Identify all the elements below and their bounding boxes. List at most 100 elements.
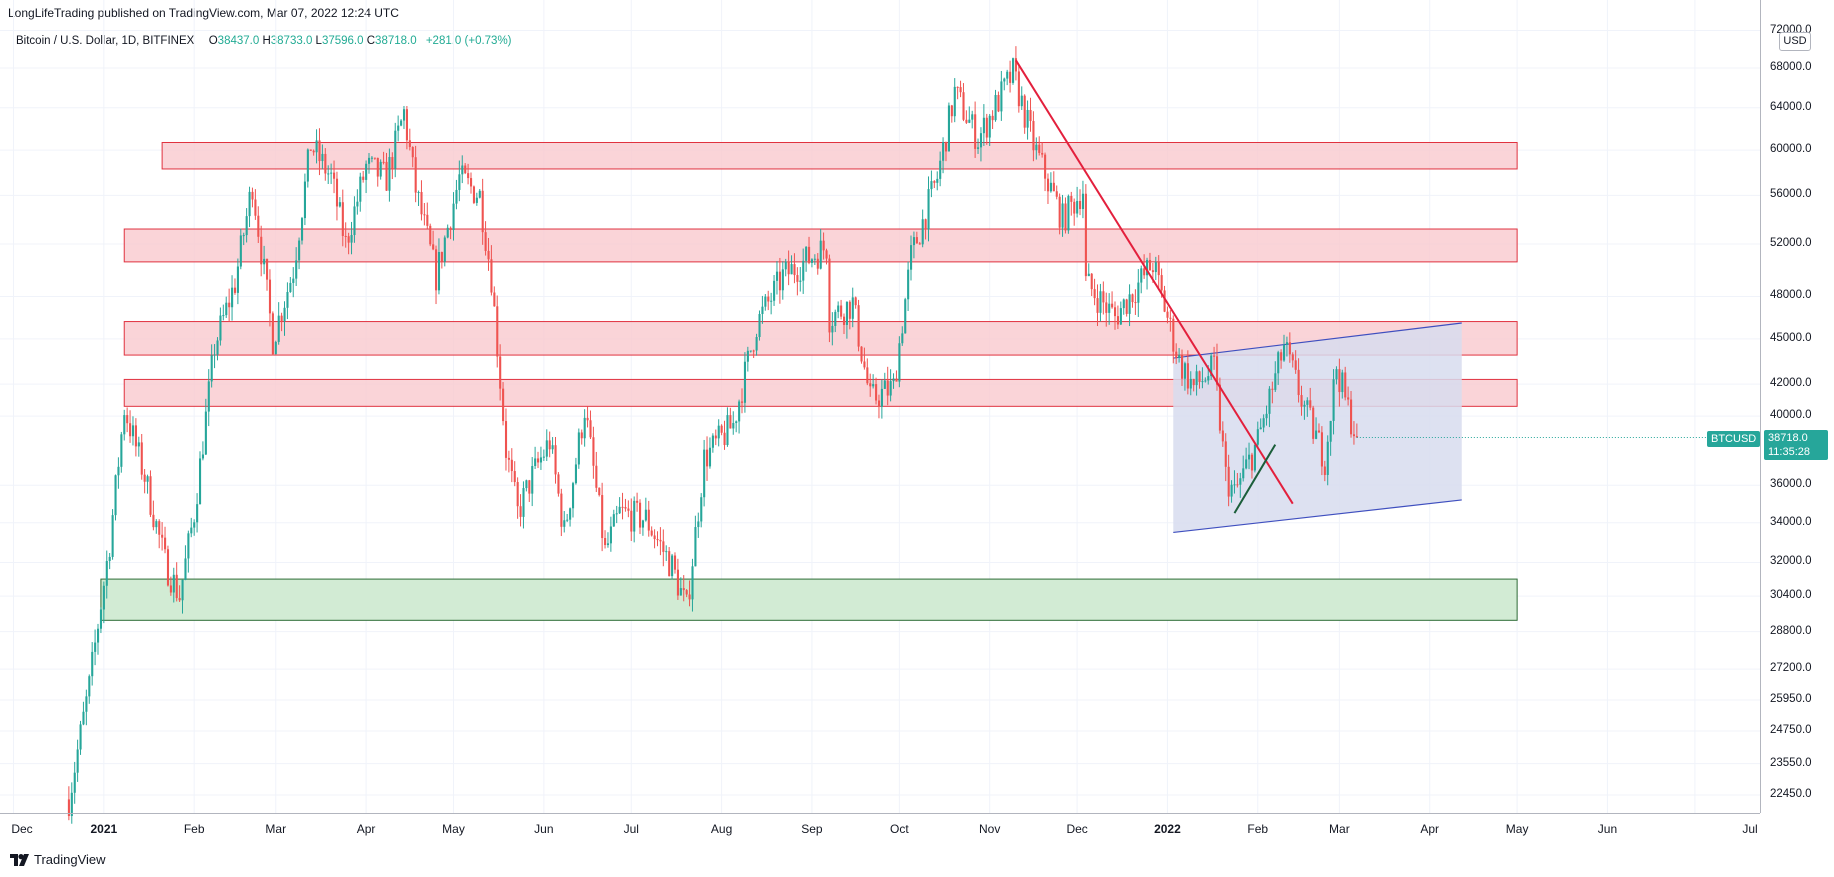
time-tick-label: 2021 — [90, 822, 118, 836]
candle — [755, 333, 758, 356]
candle — [1309, 387, 1312, 411]
candle — [985, 113, 988, 145]
candle — [1108, 293, 1111, 325]
candle — [1061, 194, 1064, 237]
close-label: C — [366, 35, 376, 47]
time-axis[interactable] — [0, 813, 1760, 814]
candle-body — [99, 609, 103, 629]
candle — [330, 163, 333, 185]
candle-body — [216, 340, 219, 355]
price-axis[interactable] — [1760, 0, 1761, 813]
candle-body — [1355, 436, 1358, 438]
candle-body — [834, 311, 837, 326]
candle-body — [528, 480, 531, 494]
candle-body — [248, 191, 251, 217]
candle-body — [982, 117, 985, 134]
candle-body — [1312, 407, 1315, 439]
candle-body — [808, 246, 811, 263]
candle — [1116, 305, 1120, 330]
candle — [988, 114, 991, 147]
candle-body — [927, 189, 930, 230]
candle-body — [368, 157, 371, 164]
candle — [111, 509, 114, 560]
candle — [738, 399, 741, 434]
candle — [169, 576, 172, 596]
candle-body — [158, 521, 161, 535]
candle — [245, 208, 248, 243]
candle-body — [1049, 182, 1052, 192]
candle — [598, 487, 601, 497]
candle — [519, 494, 522, 527]
candle-body — [942, 142, 945, 161]
candle — [796, 267, 799, 296]
candle — [869, 373, 872, 397]
candle-body — [417, 192, 420, 194]
channel-upper-line — [1173, 322, 1462, 359]
close-value: 38718.0 — [375, 35, 417, 47]
candle-body — [1087, 273, 1090, 277]
price-tick-label: 23550.0 — [1770, 756, 1812, 769]
candle — [633, 496, 636, 543]
candle-body — [531, 466, 534, 494]
candle — [490, 245, 493, 296]
candle-body — [1076, 200, 1079, 214]
candle — [668, 547, 671, 577]
candle — [866, 358, 869, 386]
candle — [703, 439, 706, 507]
candle — [435, 245, 438, 305]
candle — [1017, 64, 1020, 113]
candle-body — [1294, 360, 1297, 370]
candle — [805, 246, 808, 272]
candle-body — [365, 163, 368, 180]
candle — [231, 275, 234, 321]
candle — [333, 160, 336, 194]
candle — [962, 83, 965, 122]
candle-body — [1274, 373, 1277, 390]
candle — [842, 313, 846, 335]
candle — [458, 160, 461, 202]
candle-body — [1009, 71, 1012, 83]
candle-body — [904, 299, 907, 334]
candle-body — [1315, 430, 1318, 439]
candle — [268, 269, 272, 327]
candle-body — [545, 440, 548, 457]
currency-button[interactable]: USD — [1779, 32, 1811, 51]
channel-fill — [1173, 322, 1462, 533]
candle-body — [79, 724, 82, 750]
candle — [1236, 472, 1239, 488]
candle-body — [300, 218, 304, 241]
candle-body — [1204, 380, 1207, 382]
support-zone-5 — [100, 578, 1518, 621]
candle-body — [175, 574, 178, 599]
candle — [502, 382, 505, 426]
candle — [499, 344, 502, 401]
candle — [263, 245, 266, 275]
candle-body — [764, 296, 767, 307]
candle-body — [350, 235, 353, 243]
candle-body — [1046, 178, 1050, 192]
candle — [974, 101, 977, 158]
candle-body — [662, 541, 665, 552]
tradingview-footer[interactable]: TradingView — [10, 852, 106, 867]
candle — [356, 189, 359, 215]
candle — [300, 216, 304, 245]
candle — [764, 293, 767, 311]
candle-body — [685, 590, 688, 595]
candle-body — [91, 651, 94, 677]
candle-body — [146, 476, 149, 482]
candle — [1259, 418, 1262, 430]
candle — [365, 160, 368, 194]
candle — [1192, 378, 1195, 392]
candle — [732, 411, 735, 435]
candle-body — [738, 401, 741, 422]
candle-body — [606, 543, 610, 546]
candle-body — [560, 493, 563, 527]
candle-body — [910, 245, 913, 270]
candle — [959, 80, 962, 98]
candle — [574, 457, 578, 485]
candle — [306, 148, 309, 188]
candle-body — [898, 343, 901, 382]
candle-body — [1320, 432, 1323, 467]
candle-body — [1242, 468, 1245, 479]
